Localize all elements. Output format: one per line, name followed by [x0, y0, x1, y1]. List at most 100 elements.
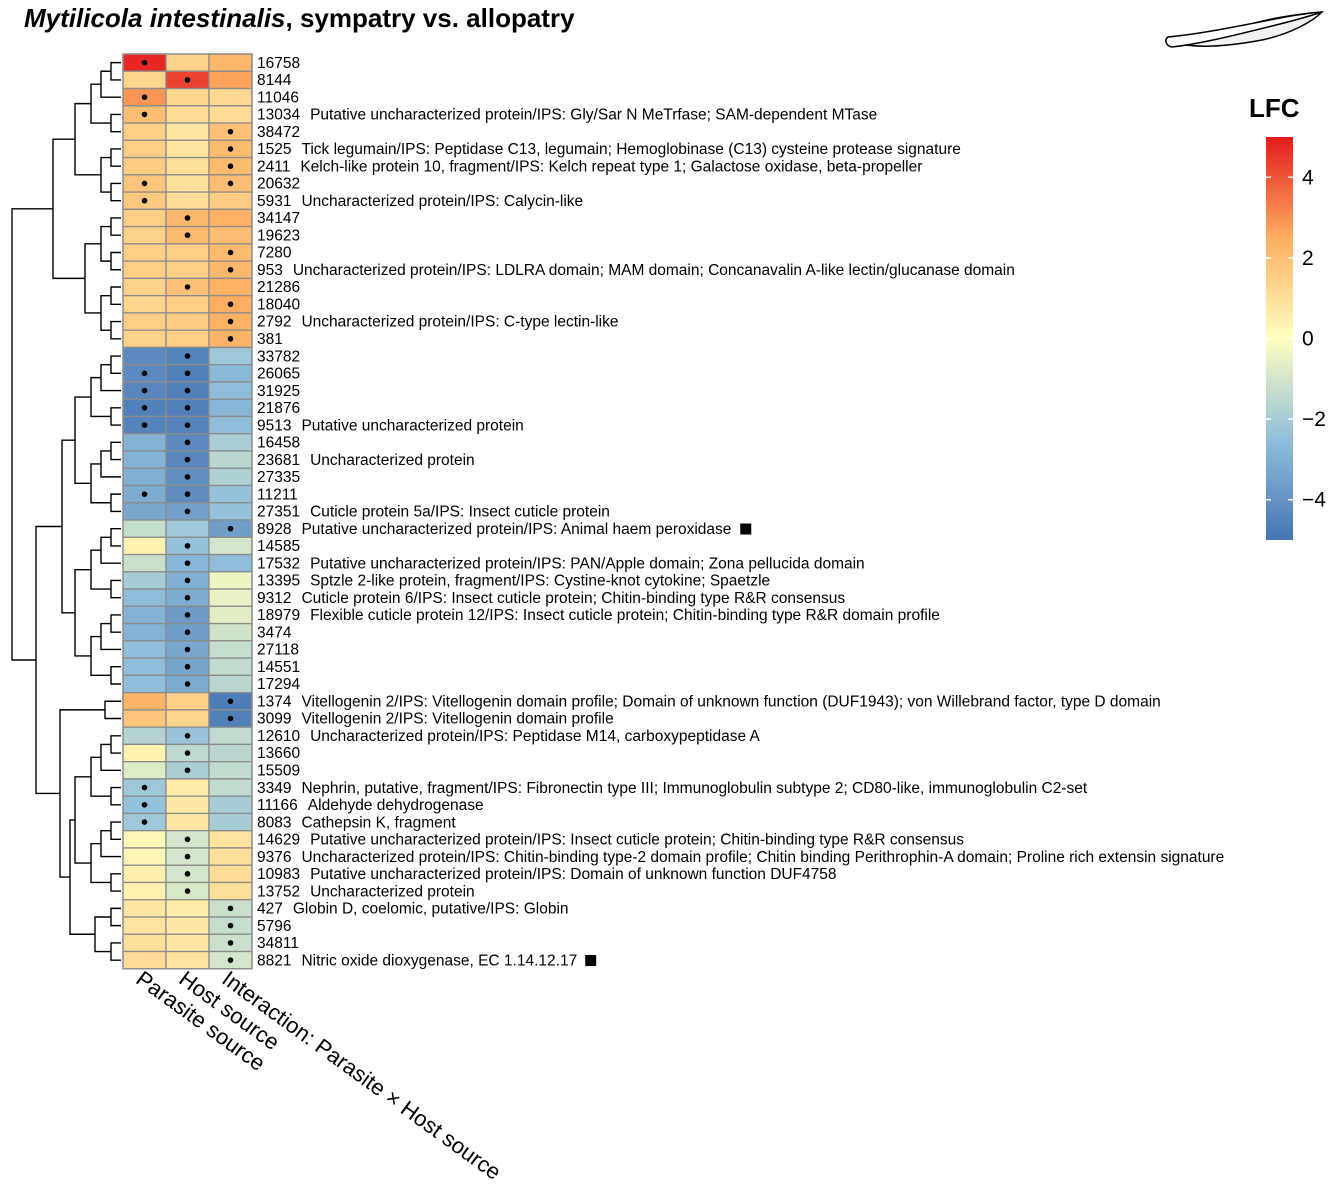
row-label-id: 5931 — [257, 193, 291, 210]
heatmap-cell — [122, 70, 167, 90]
heatmap-cell — [122, 329, 167, 349]
heatmap-cell — [165, 709, 210, 728]
legend-tick-label: 2 — [1302, 247, 1314, 270]
dendrogram-branch — [110, 441, 121, 461]
row-label-annotation: Flexible cuticle protein 12/IPS: Insect … — [310, 607, 940, 624]
heatmap-cell — [208, 277, 253, 297]
row-markers — [585, 523, 752, 967]
significance-dot — [184, 646, 191, 653]
dendrogram-branch — [100, 225, 111, 262]
significance-dot — [141, 197, 148, 204]
heatmap-cell — [208, 364, 253, 383]
row-label-id: 8821 — [257, 952, 291, 969]
heatmap-cell — [122, 622, 167, 642]
heatmap-cell — [165, 329, 210, 349]
heatmap-cell — [208, 536, 253, 556]
row-label-annotation: Uncharacterized protein/IPS: LDLRA domai… — [293, 262, 1015, 279]
row-label-id: 38472 — [257, 124, 300, 141]
heatmap-cell — [208, 761, 253, 780]
heatmap-cell — [122, 640, 167, 659]
row-label-annotation: Sptzle 2-like protein, fragment/IPS: Cys… — [310, 573, 770, 590]
significance-dot — [227, 922, 234, 929]
significance-dot — [141, 802, 148, 808]
significance-dot — [184, 422, 191, 428]
significance-dot — [184, 629, 191, 636]
significance-dot — [141, 784, 148, 791]
row-label-annotation: Putative uncharacterized protein — [301, 417, 523, 434]
row-label-annotation: Globin D, coelomic, putative/IPS: Globin — [293, 901, 569, 918]
row-dendrogram — [11, 61, 121, 961]
heatmap-cell — [208, 191, 253, 210]
heatmap-cell — [122, 709, 167, 728]
parasite-worm-icon — [1165, 11, 1324, 48]
row-label-id: 33782 — [257, 348, 300, 365]
dendrogram-branch — [110, 217, 121, 236]
heatmap-cell — [122, 433, 167, 452]
significance-dot — [184, 439, 191, 446]
heatmap-cell — [165, 122, 210, 141]
row-label-annotation: Uncharacterized protein — [310, 452, 475, 469]
heatmap-cell — [165, 87, 210, 107]
dendrogram-branch — [110, 320, 121, 340]
significance-dot — [227, 318, 234, 325]
significance-dot — [227, 180, 234, 187]
significance-dot — [184, 508, 191, 515]
dendrogram-branch — [61, 439, 75, 614]
row-label-id: 9376 — [257, 849, 291, 866]
row-label-id: 27351 — [257, 504, 300, 521]
row-label-id: 17532 — [257, 555, 300, 572]
chart-title: Mytilicola intestinalis, sympatry vs. al… — [24, 3, 575, 33]
heatmap-cell — [165, 812, 210, 832]
heatmap-cell — [122, 502, 167, 521]
heatmap-cell — [165, 243, 210, 262]
heatmap-cell — [122, 899, 167, 918]
row-label-id: 14551 — [257, 659, 300, 676]
dendrogram-branch — [110, 355, 121, 375]
chart-title-rest: , sympatry vs. allopatry — [286, 3, 576, 33]
dendrogram-branch — [110, 786, 121, 806]
heatmap-cell — [122, 726, 167, 746]
heatmap-cell — [208, 726, 253, 746]
row-label-id: 11046 — [257, 89, 299, 106]
heatmap-cell — [165, 519, 210, 538]
significance-dot — [184, 456, 191, 463]
heatmap-cell — [122, 830, 167, 849]
row-label-id: 34811 — [257, 935, 299, 952]
dendrogram-branch — [74, 396, 91, 485]
heatmap-cell — [208, 864, 253, 884]
dendrogram-branch — [110, 873, 121, 892]
row-label-id: 8083 — [257, 814, 291, 831]
heatmap-cell — [208, 812, 253, 832]
row-label-id: 3099 — [257, 711, 291, 728]
row-label-id: 2792 — [257, 314, 291, 331]
heatmap-cell — [208, 225, 253, 245]
significance-dot — [184, 612, 191, 618]
dendrogram-branch — [100, 294, 111, 331]
dendrogram-branch — [110, 251, 121, 271]
significance-dot — [227, 940, 234, 946]
heatmap-border — [122, 53, 253, 970]
row-label-id: 13752 — [257, 883, 300, 900]
row-label-id: 20632 — [257, 176, 300, 193]
heatmap-cell — [165, 294, 210, 314]
heatmap-cell — [208, 640, 253, 659]
dendrogram-branch — [84, 243, 101, 314]
significance-dot — [184, 594, 191, 601]
heatmap-cell — [165, 916, 210, 935]
dendrogram-branch — [74, 102, 101, 176]
significance-dot — [227, 146, 234, 152]
heatmap-cell — [165, 191, 210, 210]
row-label-annotation: Nephrin, putative, fragment/IPS: Fibrone… — [301, 780, 1087, 797]
heatmap-cell — [122, 916, 167, 935]
row-label-id: 34147 — [257, 210, 300, 227]
row-label-annotation: Cathepsin K, fragment — [301, 814, 456, 831]
dendrogram-branch — [110, 113, 121, 133]
dendrogram-branch — [59, 709, 105, 878]
dendrogram-branch — [104, 700, 121, 720]
significance-dot — [227, 128, 234, 135]
heatmap-cells — [122, 53, 253, 970]
dendrogram-branch — [110, 614, 121, 633]
chart-title-species: Mytilicola intestinalis — [24, 3, 286, 33]
legend-tick-label: 4 — [1302, 166, 1314, 189]
heatmap-cell — [208, 208, 253, 228]
